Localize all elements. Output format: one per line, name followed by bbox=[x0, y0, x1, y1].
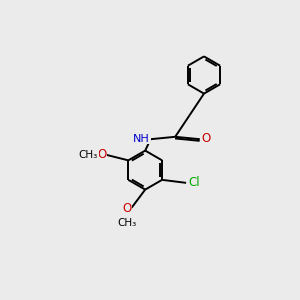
Text: O: O bbox=[97, 148, 106, 161]
Text: CH₃: CH₃ bbox=[79, 150, 98, 160]
Text: CH₃: CH₃ bbox=[117, 218, 136, 228]
Text: methoxy: methoxy bbox=[86, 154, 92, 155]
Text: NH: NH bbox=[133, 134, 150, 144]
Text: O: O bbox=[122, 202, 131, 215]
Text: O: O bbox=[202, 132, 211, 145]
Text: Cl: Cl bbox=[189, 176, 200, 189]
